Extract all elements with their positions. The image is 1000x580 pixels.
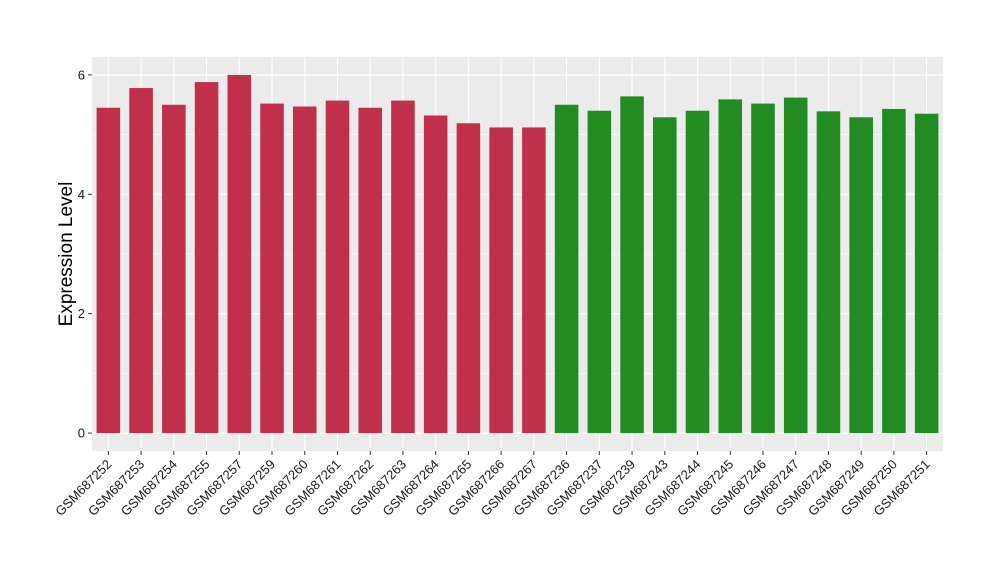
bar-GSM687253 <box>129 88 153 434</box>
bar-GSM687262 <box>358 107 382 434</box>
bar-GSM687247 <box>783 97 808 434</box>
bar-GSM687267 <box>522 127 546 434</box>
bar-GSM687250 <box>882 108 906 434</box>
bar-GSM687260 <box>292 106 317 434</box>
bar-GSM687246 <box>751 103 775 434</box>
bar-GSM687263 <box>391 100 415 434</box>
y-tick-label: 2 <box>78 306 85 321</box>
bar-GSM687239 <box>620 96 644 434</box>
bar-GSM687261 <box>325 100 350 434</box>
bars <box>96 74 939 434</box>
bar-GSM687237 <box>587 110 612 434</box>
bar-GSM687243 <box>653 117 677 434</box>
y-tick-label: 6 <box>78 67 85 82</box>
bar-GSM687248 <box>816 111 841 434</box>
bar-GSM687265 <box>456 123 481 434</box>
bar-GSM687255 <box>194 82 219 434</box>
bar-GSM687252 <box>96 107 121 434</box>
bar-GSM687259 <box>260 103 284 434</box>
bar-GSM687257 <box>227 74 252 434</box>
bar-GSM687264 <box>423 115 448 434</box>
bar-GSM687236 <box>554 104 579 434</box>
bar-GSM687249 <box>849 117 873 434</box>
y-axis-title: Expression Level <box>56 182 77 327</box>
bar-GSM687251 <box>914 113 939 434</box>
x-axis: GSM687252GSM687253GSM687254GSM687255GSM6… <box>52 451 933 519</box>
bar-GSM687244 <box>685 110 710 434</box>
bar-GSM687254 <box>162 104 186 434</box>
bar-GSM687266 <box>489 127 513 434</box>
y-tick-label: 0 <box>78 426 85 441</box>
bar-GSM687245 <box>718 99 743 434</box>
y-axis: 0 2 4 6 <box>78 67 92 441</box>
y-tick-label: 4 <box>78 187 85 202</box>
